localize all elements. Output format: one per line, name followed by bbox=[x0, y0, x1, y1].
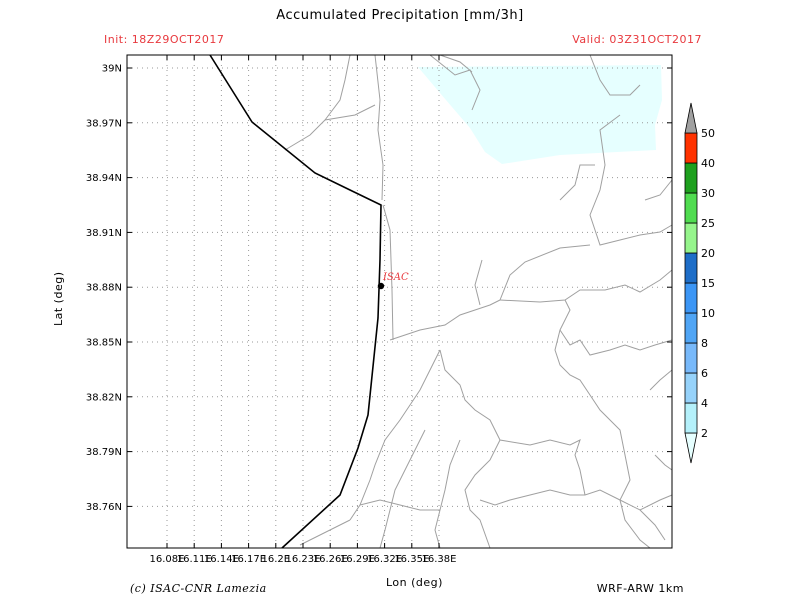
colorbar-level-label: 30 bbox=[701, 187, 715, 200]
colorbar-level-label: 4 bbox=[701, 397, 708, 410]
colorbar-level-label: 2 bbox=[701, 427, 708, 440]
y-tick-label: 38.85N bbox=[86, 338, 122, 349]
colorbar-box bbox=[684, 342, 698, 374]
station-label: ISAC bbox=[382, 272, 409, 283]
colorbar-level-label: 6 bbox=[701, 367, 708, 380]
init-time-label: Init: 18Z29OCT2017 bbox=[104, 33, 225, 46]
y-tick-label: 38.91N bbox=[86, 228, 122, 239]
x-axis-ticks bbox=[166, 55, 440, 548]
map-title: Accumulated Precipitation [mm/3h] bbox=[276, 8, 524, 23]
x-tick-label: 16.14E bbox=[204, 554, 239, 565]
colorbar-box bbox=[684, 162, 698, 194]
x-tick-label: 16.2E bbox=[262, 554, 291, 565]
colorbar-box bbox=[684, 222, 698, 254]
y-tick-label: 38.94N bbox=[86, 173, 122, 184]
x-tick-label: 16.17E bbox=[231, 554, 266, 565]
colorbar-box bbox=[684, 252, 698, 284]
model-label: WRF-ARW 1km bbox=[596, 582, 684, 595]
colorbar-box bbox=[684, 402, 698, 434]
x-tick-label: 16.32E bbox=[367, 554, 402, 565]
colorbar-box bbox=[684, 372, 698, 404]
valid-time-label: Valid: 03Z31OCT2017 bbox=[572, 33, 702, 46]
colorbar-max-triangle bbox=[684, 102, 698, 134]
x-tick-label: 16.11E bbox=[177, 554, 212, 565]
x-tick-label: 16.26E bbox=[313, 554, 348, 565]
colorbar-level-label: 50 bbox=[701, 127, 715, 140]
y-tick-label: 38.79N bbox=[86, 447, 122, 458]
y-tick-label: 38.82N bbox=[86, 392, 122, 403]
admin-boundaries bbox=[284, 54, 673, 549]
coastline bbox=[209, 54, 382, 549]
y-tick-label: 38.88N bbox=[86, 283, 122, 294]
colorbar-level-label: 10 bbox=[701, 307, 715, 320]
x-tick-label: 16.08E bbox=[150, 554, 185, 565]
x-tick-label: 16.35E bbox=[394, 554, 429, 565]
plot-frame bbox=[126, 54, 673, 549]
station-marker bbox=[377, 282, 385, 290]
colorbar bbox=[684, 102, 698, 464]
colorbar-box bbox=[684, 192, 698, 224]
colorbar-min-triangle bbox=[684, 432, 698, 464]
x-tick-label: 16.38E bbox=[422, 554, 457, 565]
y-tick-label: 38.76N bbox=[86, 502, 122, 513]
colorbar-level-label: 15 bbox=[701, 277, 715, 290]
precip-area bbox=[418, 65, 662, 164]
colorbar-level-label: 8 bbox=[701, 337, 708, 350]
colorbar-box bbox=[684, 282, 698, 314]
y-tick-label: 39N bbox=[102, 64, 122, 75]
y-tick-label: 38.97N bbox=[86, 118, 122, 129]
x-axis-tick-labels: 16.08E16.11E16.14E16.17E16.2E16.23E16.26… bbox=[150, 554, 457, 565]
x-tick-label: 16.29E bbox=[340, 554, 375, 565]
y-axis-ticks bbox=[127, 67, 672, 507]
x-axis-label: Lon (deg) bbox=[386, 576, 443, 589]
credit-label: (c) ISAC-CNR Lamezia bbox=[130, 582, 267, 595]
colorbar-labels: 2 4 6 8 10 15 20 25 30 40 50 bbox=[701, 127, 715, 440]
colorbar-box bbox=[684, 132, 698, 164]
colorbar-level-label: 40 bbox=[701, 157, 715, 170]
colorbar-level-label: 20 bbox=[701, 247, 715, 260]
colorbar-box bbox=[684, 312, 698, 344]
colorbar-level-label: 25 bbox=[701, 217, 715, 230]
x-tick-label: 16.23E bbox=[286, 554, 321, 565]
y-axis-tick-labels: 39N 38.97N 38.94N 38.91N 38.88N 38.85N 38.82N 3… bbox=[86, 64, 122, 513]
y-axis-label: Lat (deg) bbox=[52, 271, 65, 327]
